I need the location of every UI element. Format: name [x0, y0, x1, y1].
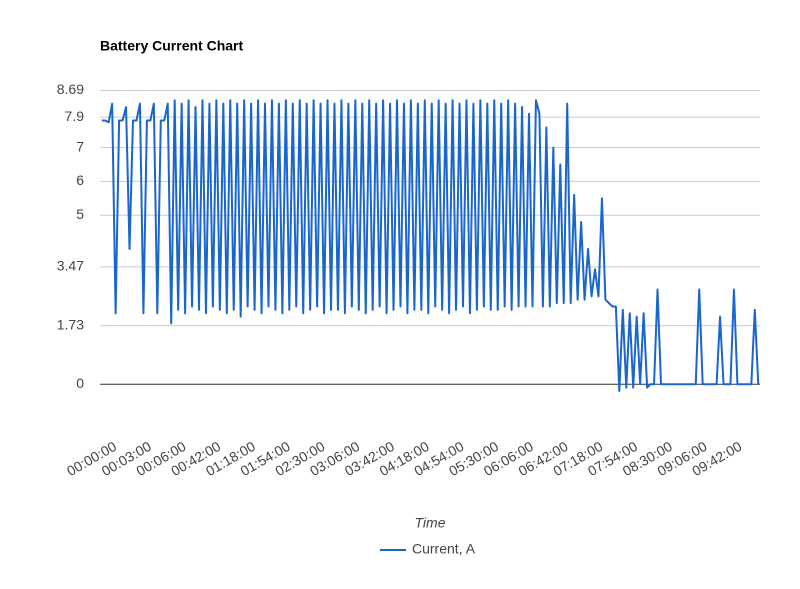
y-tick-label: 8.69	[57, 81, 84, 97]
y-tick-label: 0	[76, 375, 84, 391]
x-axis-label: Time	[415, 515, 446, 531]
y-tick-label: 1.73	[57, 316, 84, 332]
legend-label: Current, A	[412, 541, 476, 557]
y-tick-label: 7	[76, 138, 84, 154]
y-tick-label: 3.47	[57, 258, 84, 274]
y-tick-label: 5	[76, 206, 84, 222]
y-tick-label: 7.9	[65, 108, 85, 124]
chart-title: Battery Current Chart	[100, 38, 243, 54]
y-tick-label: 6	[76, 172, 84, 188]
data-line	[101, 99, 760, 392]
